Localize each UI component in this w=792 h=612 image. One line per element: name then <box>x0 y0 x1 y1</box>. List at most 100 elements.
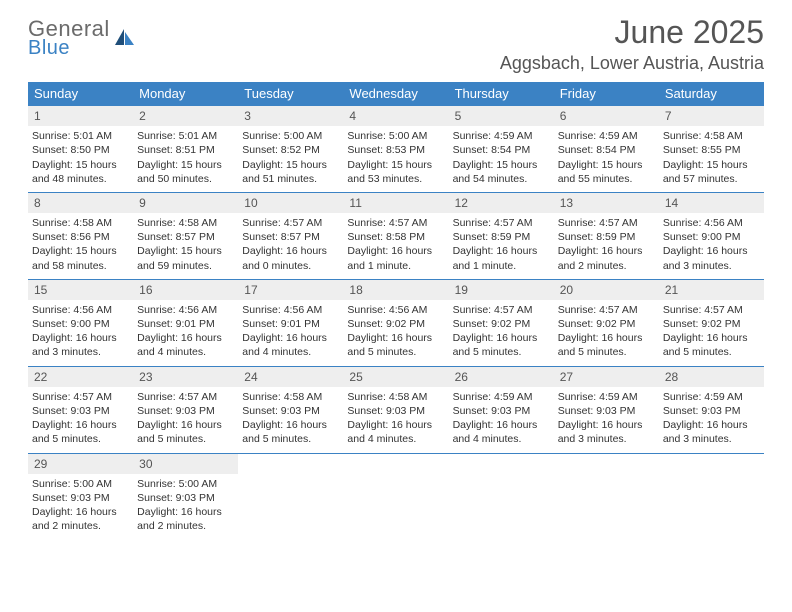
sunrise-text: Sunrise: 4:57 AM <box>347 216 444 230</box>
day2-text: and 2 minutes. <box>137 519 234 533</box>
day-cell: Sunrise: 4:56 AMSunset: 9:02 PMDaylight:… <box>343 300 448 366</box>
sunrise-text: Sunrise: 4:56 AM <box>347 303 444 317</box>
day1-text: Daylight: 16 hours <box>453 244 550 258</box>
day2-text: and 2 minutes. <box>558 259 655 273</box>
day-number <box>554 453 659 474</box>
day-number: 11 <box>343 192 448 213</box>
daynum-row: 2930 <box>28 453 764 474</box>
day1-text: Daylight: 15 hours <box>32 244 129 258</box>
day-number: 14 <box>659 192 764 213</box>
sunset-text: Sunset: 9:03 PM <box>137 491 234 505</box>
sunrise-text: Sunrise: 4:56 AM <box>663 216 760 230</box>
weekday-header: Tuesday <box>238 82 343 106</box>
sunrise-text: Sunrise: 5:00 AM <box>242 129 339 143</box>
sunset-text: Sunset: 8:59 PM <box>453 230 550 244</box>
day2-text: and 1 minute. <box>347 259 444 273</box>
day1-text: Daylight: 16 hours <box>453 331 550 345</box>
sunset-text: Sunset: 8:52 PM <box>242 143 339 157</box>
sunset-text: Sunset: 9:03 PM <box>347 404 444 418</box>
day-number: 8 <box>28 192 133 213</box>
day-number: 5 <box>449 106 554 127</box>
day1-text: Daylight: 16 hours <box>663 418 760 432</box>
info-row: Sunrise: 4:57 AMSunset: 9:03 PMDaylight:… <box>28 387 764 453</box>
sunrise-text: Sunrise: 4:58 AM <box>347 390 444 404</box>
sunset-text: Sunset: 9:03 PM <box>32 404 129 418</box>
brand-logo: General Blue <box>28 14 136 58</box>
day-cell: Sunrise: 4:59 AMSunset: 9:03 PMDaylight:… <box>449 387 554 453</box>
day2-text: and 3 minutes. <box>663 432 760 446</box>
sunset-text: Sunset: 8:55 PM <box>663 143 760 157</box>
day2-text: and 1 minute. <box>453 259 550 273</box>
day1-text: Daylight: 15 hours <box>453 158 550 172</box>
daynum-row: 1234567 <box>28 106 764 127</box>
header: General Blue June 2025 Aggsbach, Lower A… <box>28 14 764 74</box>
sunset-text: Sunset: 8:58 PM <box>347 230 444 244</box>
sunset-text: Sunset: 8:59 PM <box>558 230 655 244</box>
daynum-row: 15161718192021 <box>28 279 764 300</box>
day1-text: Daylight: 16 hours <box>347 331 444 345</box>
sunrise-text: Sunrise: 4:56 AM <box>242 303 339 317</box>
day-number: 10 <box>238 192 343 213</box>
day-cell: Sunrise: 4:56 AMSunset: 9:01 PMDaylight:… <box>238 300 343 366</box>
day-number: 18 <box>343 279 448 300</box>
day-cell <box>449 474 554 540</box>
day-number: 27 <box>554 366 659 387</box>
day1-text: Daylight: 16 hours <box>663 331 760 345</box>
sunrise-text: Sunrise: 4:57 AM <box>137 390 234 404</box>
sunset-text: Sunset: 9:00 PM <box>32 317 129 331</box>
day1-text: Daylight: 16 hours <box>32 331 129 345</box>
sunset-text: Sunset: 9:01 PM <box>137 317 234 331</box>
day-number: 20 <box>554 279 659 300</box>
day-number: 15 <box>28 279 133 300</box>
sunrise-text: Sunrise: 4:58 AM <box>32 216 129 230</box>
sunset-text: Sunset: 8:54 PM <box>558 143 655 157</box>
day1-text: Daylight: 16 hours <box>558 418 655 432</box>
brand-text: General Blue <box>28 18 110 58</box>
day-cell: Sunrise: 4:59 AMSunset: 9:03 PMDaylight:… <box>554 387 659 453</box>
day-number: 17 <box>238 279 343 300</box>
sunset-text: Sunset: 9:03 PM <box>558 404 655 418</box>
weekday-header: Saturday <box>659 82 764 106</box>
day-number: 6 <box>554 106 659 127</box>
day2-text: and 53 minutes. <box>347 172 444 186</box>
page: General Blue June 2025 Aggsbach, Lower A… <box>0 0 792 612</box>
daynum-row: 891011121314 <box>28 192 764 213</box>
daynum-row: 22232425262728 <box>28 366 764 387</box>
day2-text: and 5 minutes. <box>453 345 550 359</box>
day2-text: and 2 minutes. <box>32 519 129 533</box>
day-cell: Sunrise: 5:00 AMSunset: 8:52 PMDaylight:… <box>238 126 343 192</box>
weekday-header: Thursday <box>449 82 554 106</box>
day2-text: and 5 minutes. <box>32 432 129 446</box>
sunrise-text: Sunrise: 4:56 AM <box>32 303 129 317</box>
day2-text: and 3 minutes. <box>32 345 129 359</box>
day-cell: Sunrise: 4:59 AMSunset: 9:03 PMDaylight:… <box>659 387 764 453</box>
sunrise-text: Sunrise: 4:57 AM <box>558 216 655 230</box>
day-cell: Sunrise: 4:57 AMSunset: 9:03 PMDaylight:… <box>133 387 238 453</box>
day1-text: Daylight: 16 hours <box>347 418 444 432</box>
day-cell: Sunrise: 5:00 AMSunset: 8:53 PMDaylight:… <box>343 126 448 192</box>
weekday-header: Wednesday <box>343 82 448 106</box>
sunset-text: Sunset: 9:03 PM <box>137 404 234 418</box>
day-cell: Sunrise: 4:57 AMSunset: 8:59 PMDaylight:… <box>554 213 659 279</box>
day-number: 22 <box>28 366 133 387</box>
sunrise-text: Sunrise: 4:57 AM <box>663 303 760 317</box>
day-number: 19 <box>449 279 554 300</box>
day-number: 23 <box>133 366 238 387</box>
day-number: 4 <box>343 106 448 127</box>
day-cell: Sunrise: 4:57 AMSunset: 8:57 PMDaylight:… <box>238 213 343 279</box>
day2-text: and 3 minutes. <box>663 259 760 273</box>
sunrise-text: Sunrise: 4:59 AM <box>663 390 760 404</box>
calendar-table: Sunday Monday Tuesday Wednesday Thursday… <box>28 82 764 539</box>
day-number: 29 <box>28 453 133 474</box>
sunset-text: Sunset: 8:51 PM <box>137 143 234 157</box>
day-cell: Sunrise: 4:58 AMSunset: 8:55 PMDaylight:… <box>659 126 764 192</box>
day1-text: Daylight: 15 hours <box>137 158 234 172</box>
day1-text: Daylight: 16 hours <box>558 244 655 258</box>
sunrise-text: Sunrise: 5:01 AM <box>32 129 129 143</box>
day2-text: and 5 minutes. <box>242 432 339 446</box>
sunset-text: Sunset: 9:00 PM <box>663 230 760 244</box>
day2-text: and 5 minutes. <box>137 432 234 446</box>
day2-text: and 3 minutes. <box>558 432 655 446</box>
day-number: 21 <box>659 279 764 300</box>
day1-text: Daylight: 16 hours <box>137 418 234 432</box>
